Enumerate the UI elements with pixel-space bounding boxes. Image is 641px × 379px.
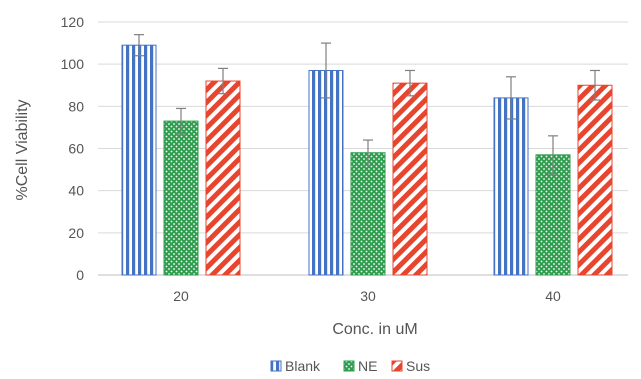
error-bar [134,34,144,57]
legend-swatch [391,360,403,372]
error-bar [218,67,228,95]
error-bar [321,42,331,99]
bar-ne-30 [350,152,386,276]
y-tick-label: 40 [68,183,84,199]
y-tick-label: 100 [61,56,85,72]
legend-label: NE [358,358,377,374]
x-axis-ticks: 20 30 40 [173,288,561,304]
x-tick-label: 20 [173,288,189,304]
legend-item-ne: NE [343,358,377,374]
bar-sus-30 [392,82,428,276]
legend-swatch [270,360,282,372]
error-bar [506,76,516,120]
error-bar [590,69,600,101]
bars [121,34,613,276]
y-tick-label: 80 [68,98,84,114]
error-bar [363,139,373,166]
y-axis-ticks: 0 20 40 60 80 100 120 [61,14,85,283]
legend-swatch [343,360,355,372]
legend-item-blank: Blank [270,358,321,374]
bar-blank-20 [121,44,157,276]
bar-blank-30 [308,69,344,276]
y-tick-label: 20 [68,225,84,241]
y-tick-label: 60 [68,141,84,157]
legend-label: Blank [285,358,321,374]
bar-blank-40 [493,97,529,276]
y-axis-title: %Cell Viability [14,99,31,200]
x-tick-label: 30 [360,288,376,304]
legend-label: Sus [406,358,430,374]
error-bar [548,135,558,175]
error-bar [405,69,415,97]
x-axis-title: Conc. in uM [332,321,417,338]
legend: Blank NE Sus [270,358,430,374]
error-bar [176,107,186,135]
bar-ne-20 [163,120,199,276]
y-tick-label: 0 [76,267,84,283]
bar-sus-40 [577,84,613,276]
x-tick-label: 40 [545,288,561,304]
bar-sus-20 [205,80,241,276]
bar-ne-40 [535,154,571,276]
y-tick-label: 120 [61,14,85,30]
legend-item-sus: Sus [391,358,430,374]
